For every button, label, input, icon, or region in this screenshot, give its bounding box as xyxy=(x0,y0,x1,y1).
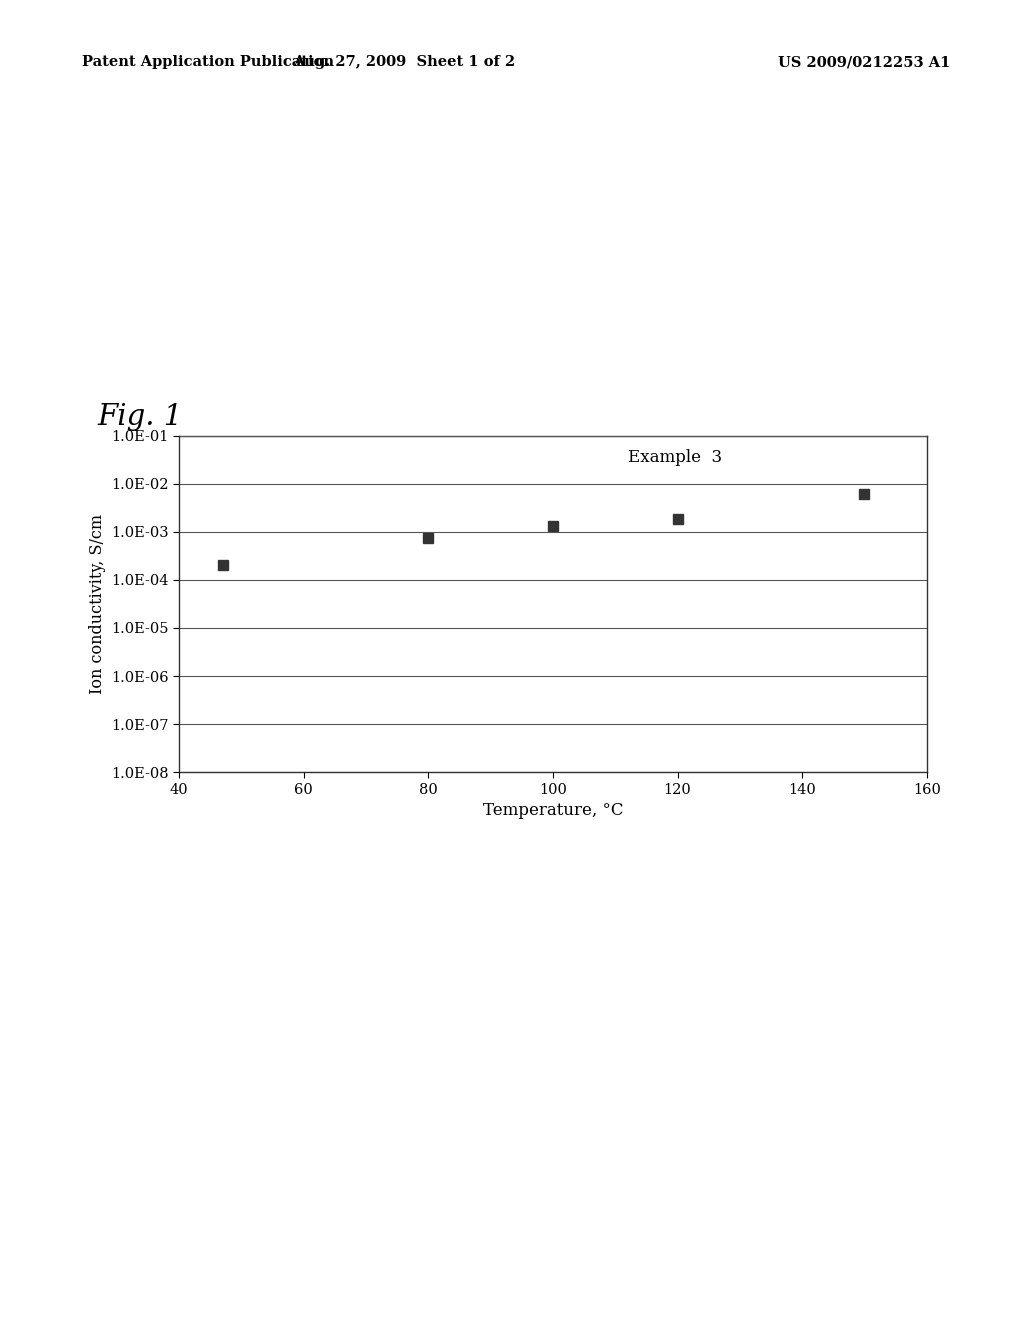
Text: US 2009/0212253 A1: US 2009/0212253 A1 xyxy=(778,55,950,70)
Y-axis label: Ion conductivity, S/cm: Ion conductivity, S/cm xyxy=(89,513,105,694)
Text: Fig. 1: Fig. 1 xyxy=(97,403,182,430)
Text: Aug. 27, 2009  Sheet 1 of 2: Aug. 27, 2009 Sheet 1 of 2 xyxy=(293,55,516,70)
Text: Example  3: Example 3 xyxy=(628,449,722,466)
X-axis label: Temperature, °C: Temperature, °C xyxy=(482,803,624,820)
Text: Patent Application Publication: Patent Application Publication xyxy=(82,55,334,70)
